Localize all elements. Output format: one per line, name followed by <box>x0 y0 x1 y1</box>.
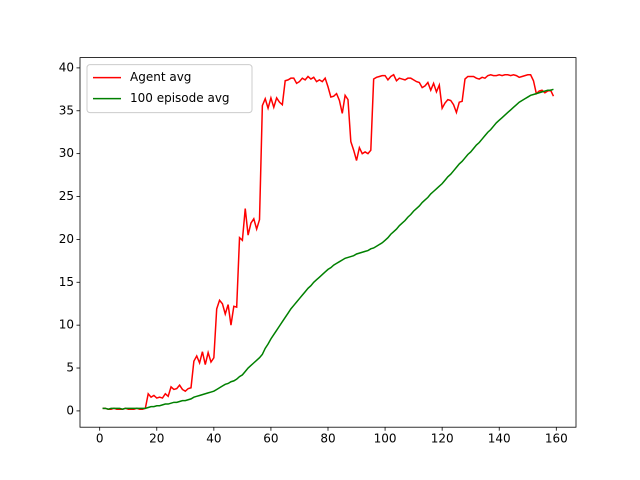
x-tick-label: 20 <box>149 432 164 446</box>
data-line <box>102 88 554 410</box>
y-tick-label: 5 <box>66 361 74 375</box>
x-tick-label: 120 <box>431 432 454 446</box>
y-tick-label: 15 <box>59 275 74 289</box>
x-tick-label: 0 <box>96 432 104 446</box>
y-tick-label: 30 <box>59 146 74 160</box>
legend-label: Agent avg <box>130 70 191 84</box>
y-tick-label: 0 <box>66 403 74 417</box>
y-tick-label: 25 <box>59 189 74 203</box>
x-tick-label: 40 <box>206 432 221 446</box>
y-tick-label: 40 <box>59 60 74 74</box>
data-line <box>102 73 555 410</box>
y-tick-label: 35 <box>59 103 74 117</box>
legend-label: 100 episode avg <box>130 91 230 105</box>
legend: Agent avg 100 episode avg <box>86 64 253 114</box>
x-tick-label: 160 <box>545 432 568 446</box>
x-tick-label: 80 <box>320 432 335 446</box>
plot-frame <box>79 57 577 428</box>
legend-box <box>86 64 253 114</box>
y-tick-label: 10 <box>59 318 74 332</box>
y-tick-label: 20 <box>59 232 74 246</box>
x-tick-label: 140 <box>488 432 511 446</box>
x-tick-label: 60 <box>263 432 278 446</box>
x-tick-label: 100 <box>374 432 397 446</box>
